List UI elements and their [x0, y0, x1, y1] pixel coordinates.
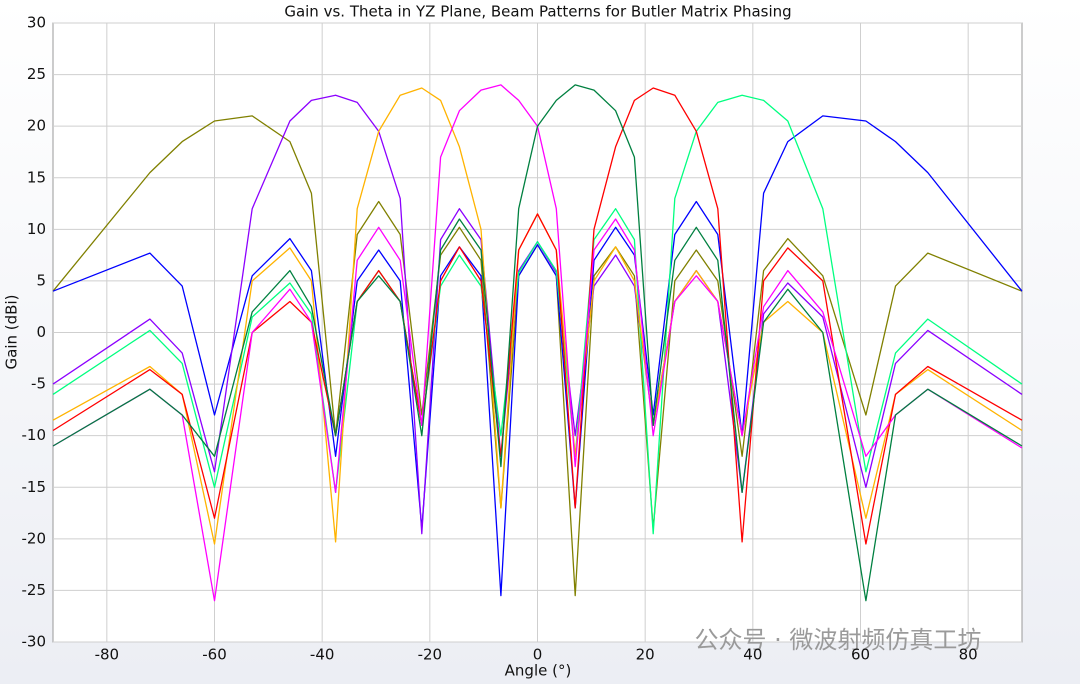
x-axis-label: Angle (°)	[505, 662, 572, 680]
x-tick-label: 40	[743, 646, 762, 664]
x-tick-label: -40	[310, 646, 335, 664]
x-tick-label: 80	[959, 646, 978, 664]
y-tick-label: 25	[27, 65, 46, 83]
y-tick-label: 30	[27, 14, 46, 32]
y-tick-label: -5	[31, 375, 46, 393]
x-tick-label: 20	[636, 646, 655, 664]
y-tick-label: -10	[22, 426, 47, 444]
series-line	[52, 87, 1023, 545]
watermark: 公众号 · 微波射频仿真工坊	[695, 626, 982, 654]
series-line	[52, 94, 1023, 535]
x-tick-label: -20	[418, 646, 443, 664]
y-tick-label: -30	[22, 633, 47, 651]
y-tick-label: -25	[22, 581, 47, 599]
series-line	[52, 115, 1023, 597]
series-line	[52, 84, 1023, 602]
x-tick-label: -60	[202, 646, 227, 664]
y-tick-label: 0	[36, 323, 46, 341]
y-tick-label: 10	[27, 220, 46, 238]
y-tick-label: 20	[27, 117, 46, 135]
x-tick-label: 0	[533, 646, 543, 664]
y-tick-label: 5	[36, 271, 46, 289]
y-tick-label: 15	[27, 168, 46, 186]
x-tick-label: -80	[95, 646, 120, 664]
y-tick-label: -15	[22, 478, 47, 496]
y-axis-label: Gain (dBi)	[3, 295, 21, 370]
y-tick-label: -20	[22, 529, 47, 547]
chart-title: Gain vs. Theta in YZ Plane, Beam Pattern…	[284, 3, 791, 21]
x-tick-label: 60	[851, 646, 870, 664]
